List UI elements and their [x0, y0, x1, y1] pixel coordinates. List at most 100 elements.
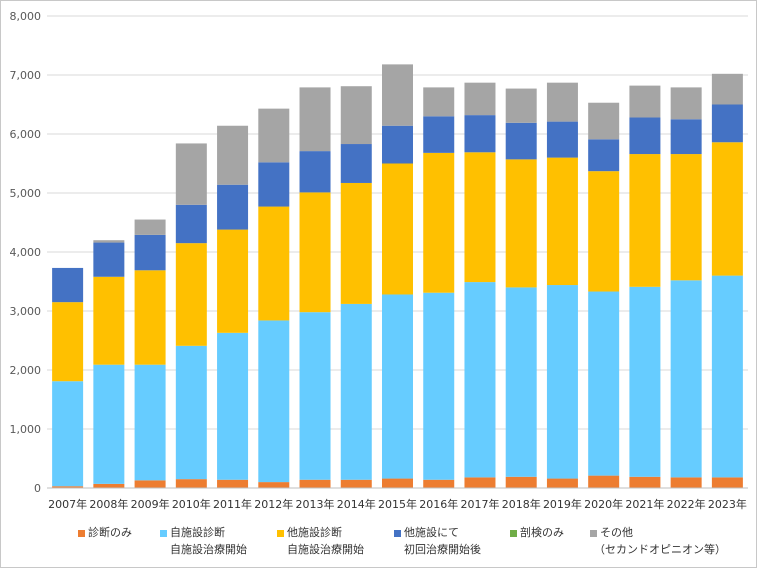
bar-segment-0: [52, 486, 84, 488]
bar-segment-5: [93, 240, 125, 243]
bar-segment-5: [340, 86, 372, 145]
bar-segment-0: [175, 479, 207, 488]
bar-segment-3: [464, 115, 496, 153]
bar-segment-0: [258, 482, 290, 488]
x-tick-label: 2008年: [89, 497, 128, 511]
bar-segment-3: [134, 234, 166, 271]
x-tick-label: 2016年: [419, 497, 458, 511]
bar-segment-2: [382, 163, 413, 295]
y-tick-label: 4,000: [10, 246, 42, 259]
bar-segment-5: [217, 125, 249, 185]
bar-segment-2: [588, 171, 620, 292]
bar-segment-2: [629, 154, 661, 287]
bar-segment-5: [505, 88, 537, 123]
bar-segment-5: [464, 82, 496, 116]
bar-segment-0: [217, 479, 249, 488]
x-tick-label: 2009年: [131, 497, 170, 511]
x-tick-label: 2012年: [254, 497, 293, 511]
bar-segment-1: [464, 282, 496, 478]
bar-segment-1: [629, 286, 661, 477]
y-tick-label: 5,000: [10, 187, 42, 200]
bar-segment-2: [464, 152, 496, 283]
bar-segment-3: [588, 139, 620, 172]
x-tick-label: 2023年: [708, 497, 747, 511]
bar-segment-5: [134, 219, 166, 235]
bar-segment-5: [175, 143, 207, 205]
bar-segment-2: [505, 159, 537, 288]
bar-segment-5: [299, 87, 331, 152]
x-tick-label: 2011年: [213, 497, 252, 511]
bar-segment-1: [588, 291, 620, 476]
bar-segment-1: [217, 332, 249, 480]
bar-segment-3: [258, 162, 290, 207]
bar-segment-3: [629, 117, 661, 155]
bar-segment-2: [299, 192, 331, 313]
bar-segment-0: [134, 480, 166, 488]
bar-segment-2: [258, 206, 290, 321]
bar-segment-1: [423, 292, 455, 480]
bar-segment-5: [382, 64, 413, 126]
bar-segment-5: [546, 82, 578, 122]
bar-segment-0: [505, 476, 537, 488]
bar-segment-0: [423, 479, 455, 488]
y-tick-label: 7,000: [10, 69, 42, 82]
bar-segment-1: [505, 287, 537, 477]
bar-segment-3: [52, 267, 84, 303]
bar-segment-2: [175, 243, 207, 346]
bar-segment-1: [382, 294, 413, 479]
bar-segment-2: [93, 276, 125, 365]
x-tick-label: 2007年: [48, 497, 87, 511]
x-tick-label: 2017年: [460, 497, 499, 511]
bar-segment-1: [93, 364, 125, 484]
y-tick-label: 3,000: [10, 305, 42, 318]
x-tick-label: 2013年: [296, 497, 335, 511]
y-tick-label: 6,000: [10, 128, 42, 141]
bar-segment-5: [588, 102, 620, 140]
x-tick-label: 2021年: [625, 497, 664, 511]
x-tick-label: 2010年: [172, 497, 211, 511]
x-tick-label: 2018年: [502, 497, 541, 511]
bar-segment-2: [423, 152, 455, 293]
bar-segment-0: [670, 477, 702, 488]
bar-segment-3: [217, 184, 249, 230]
bar-segment-2: [670, 154, 702, 281]
bar-segment-5: [258, 108, 290, 163]
x-tick-label: 2019年: [543, 497, 582, 511]
bar-segment-3: [93, 242, 125, 277]
x-tick-label: 2022年: [667, 497, 706, 511]
bar-segment-1: [299, 312, 331, 480]
bar-segment-3: [175, 204, 207, 244]
bar-segment-2: [546, 157, 578, 286]
bar-segment-3: [546, 121, 578, 158]
y-tick-label: 0: [34, 482, 41, 495]
bar-segment-0: [93, 483, 125, 488]
bar-segment-3: [340, 144, 372, 183]
bar-segment-0: [711, 477, 743, 488]
y-tick-label: 1,000: [10, 423, 42, 436]
bar-segment-1: [134, 364, 166, 481]
bar-segment-0: [546, 478, 578, 488]
x-tick-label: 2020年: [584, 497, 623, 511]
bar-segment-2: [340, 182, 372, 304]
bar-segment-0: [464, 477, 496, 488]
bar-segment-3: [670, 119, 702, 155]
bar-segment-0: [340, 479, 372, 488]
bar-segment-3: [505, 122, 537, 160]
bar-segment-1: [711, 275, 743, 478]
bar-segment-5: [711, 73, 743, 105]
bar-segment-0: [629, 476, 661, 488]
bar-segment-2: [134, 270, 166, 365]
bar-segment-1: [340, 303, 372, 480]
bar-segment-2: [52, 302, 84, 382]
y-tick-label: 2,000: [10, 364, 42, 377]
bar-segment-1: [175, 345, 207, 480]
bar-segment-1: [546, 285, 578, 479]
bar-segment-5: [629, 85, 661, 118]
bar-segment-5: [423, 87, 455, 117]
x-tick-label: 2015年: [378, 497, 417, 511]
bar-segment-3: [423, 116, 455, 153]
bar-segment-2: [711, 142, 743, 276]
bar-segment-0: [299, 479, 331, 488]
bar-segment-3: [382, 125, 413, 164]
